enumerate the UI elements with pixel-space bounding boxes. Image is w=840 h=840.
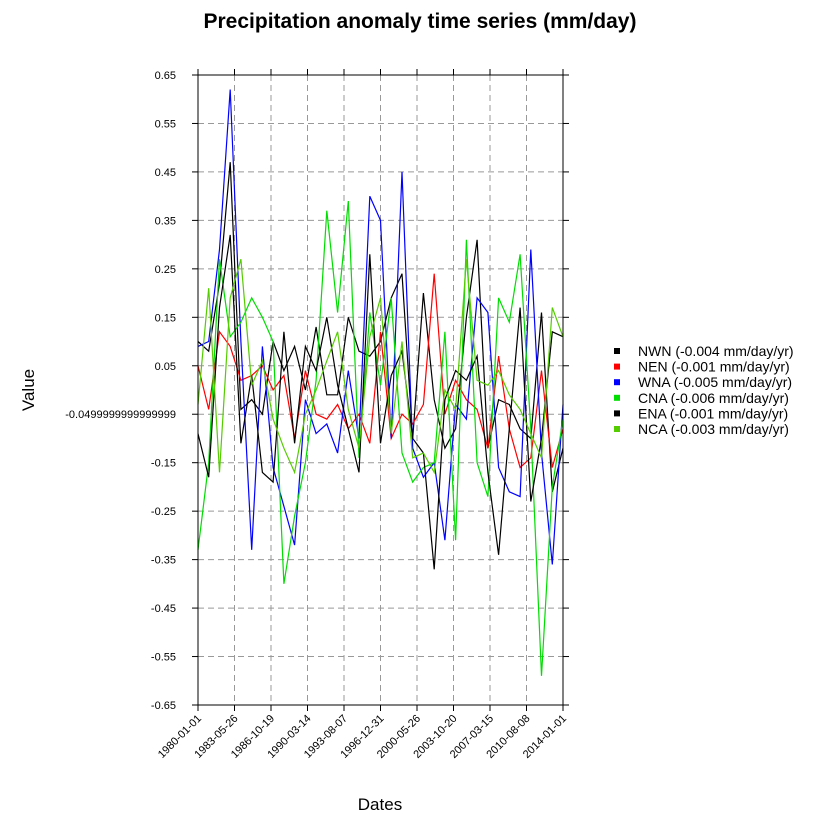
axis-ticks (192, 69, 569, 711)
legend-swatch (614, 394, 620, 401)
x-tick-labels: 1980-01-011983-05-261986-10-191990-03-14… (156, 713, 569, 761)
legend-swatch (614, 410, 620, 417)
legend-label: CNA (-0.006 mm/day/yr) (638, 390, 789, 406)
legend-label: NCA (-0.003 mm/day/yr) (638, 421, 789, 437)
series-line-4 (197, 234, 564, 570)
x-axis-title: Dates (358, 795, 402, 814)
y-tick-label: 0.05 (155, 361, 176, 373)
legend-swatch (614, 363, 620, 370)
legend-swatch (614, 348, 620, 354)
y-tick-label: -0.15 (151, 458, 176, 470)
y-tick-label: -0.65 (151, 700, 176, 712)
y-tick-label: 0.55 (155, 118, 176, 130)
legend-label: NEN (-0.001 mm/day/yr) (638, 359, 790, 375)
y-tick-label: 0.65 (155, 70, 176, 82)
legend-label: NWN (-0.004 mm/day/yr) (638, 343, 794, 359)
chart-title: Precipitation anomaly time series (mm/da… (204, 10, 637, 33)
y-tick-label: 0.25 (155, 264, 176, 276)
series-line-3 (197, 200, 564, 676)
legend-swatch (614, 379, 620, 386)
legend-swatch (614, 426, 620, 432)
legend-label: ENA (-0.001 mm/day/yr) (638, 405, 788, 421)
y-tick-label: -0.35 (151, 555, 176, 567)
y-tick-label: -0.45 (151, 603, 176, 615)
y-tick-label: 0.35 (155, 215, 176, 227)
legend: NWN (-0.004 mm/day/yr)NEN (-0.001 mm/day… (614, 343, 794, 437)
y-tick-label: -0.55 (151, 652, 176, 664)
y-tick-label: 0.15 (155, 312, 176, 324)
legend-label: WNA (-0.005 mm/day/yr) (638, 374, 792, 390)
y-tick-label: -0.25 (151, 506, 176, 518)
y-axis-title: Value (19, 369, 38, 411)
y-tick-label: 0.45 (155, 167, 176, 179)
series-lines (197, 89, 564, 676)
y-tick-labels: 0.65 0.55 0.45 0.35 0.25 0.15 0.05 -0.049999999… (65, 70, 176, 712)
y-tick-label: -0.0499999999999999 (65, 409, 176, 421)
series-line-5 (197, 259, 564, 475)
series-line-2 (197, 89, 564, 565)
